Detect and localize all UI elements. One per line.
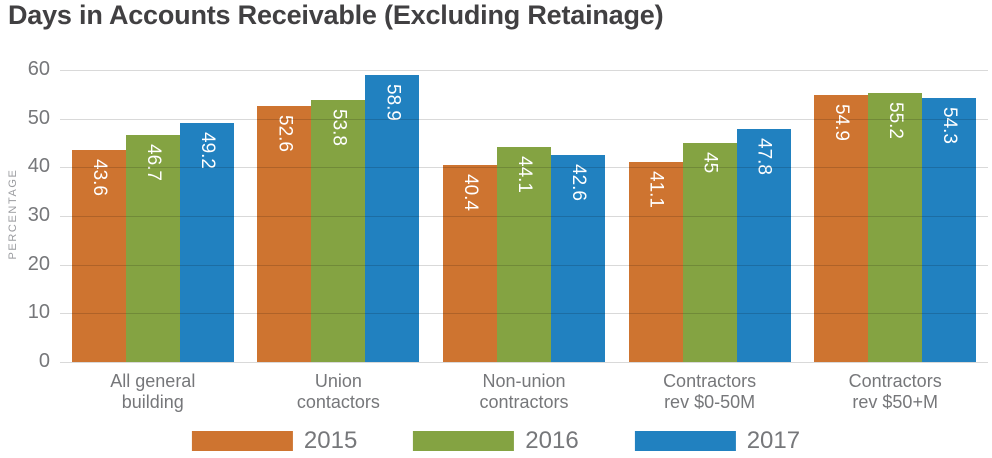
y-tick-label-20: 20: [27, 252, 50, 275]
legend-swatch-2015: [191, 431, 293, 451]
gridline-40: [60, 167, 988, 169]
legend-item-2016: 2016: [413, 427, 579, 454]
bar-value-label: 47.8: [753, 138, 775, 176]
gridline-30: [60, 216, 988, 217]
bar-2015-group3: 40.4: [443, 165, 497, 362]
bar-value-label: 43.6: [88, 158, 110, 196]
bar-value-label: 54.3: [939, 106, 961, 144]
bar-2017-group2: 58.9: [365, 75, 420, 362]
x-axis-label-group3: Non-union contractors: [479, 371, 569, 412]
bar-2017-group1: 49.2: [179, 122, 234, 362]
legend-label-2017: 2017: [746, 427, 801, 454]
x-axis-label-group5: Contractors rev $50+M: [848, 371, 942, 412]
legend-label-2016: 2016: [525, 427, 579, 454]
legend-swatch-2017: [634, 431, 736, 451]
bar-value-label: 54.9: [831, 103, 853, 141]
gridline-60: [60, 70, 988, 71]
bar-value-label: 58.9: [382, 84, 404, 122]
bar-value-label: 41.1: [645, 170, 667, 208]
legend-item-2015: 2015: [191, 427, 358, 454]
bar-value-label: 42.6: [568, 163, 589, 201]
legend-swatch-2016: [413, 431, 515, 451]
bar-2017-group3: 42.6: [551, 154, 605, 362]
x-axis-label-group2: Union contactors: [296, 371, 380, 412]
bar-value-label: 40.4: [460, 174, 481, 212]
bar-2015-group5: 54.9: [814, 94, 869, 362]
x-axis-label-group4: Contractors rev $0-50M: [663, 371, 757, 412]
y-tick-label-50: 50: [27, 106, 50, 129]
gridline-50: [60, 118, 988, 120]
y-tick-label-30: 30: [27, 204, 50, 226]
bar-value-label: 53.8: [328, 109, 350, 147]
gridline-10: [60, 313, 988, 315]
y-tick-label-0: 0: [38, 350, 50, 372]
bar-value-label: 55.2: [885, 102, 907, 140]
bar-value-label: 44.1: [514, 156, 535, 194]
bar-value-label: 52.6: [274, 115, 296, 152]
y-tick-label-60: 60: [27, 58, 50, 80]
bar-2015-group2: 52.6: [257, 106, 312, 362]
bar-2017-group4: 47.8: [736, 129, 791, 362]
y-tick-label-10: 10: [27, 301, 50, 324]
y-tick-label-40: 40: [27, 155, 50, 178]
bar-2016-group3: 44.1: [497, 147, 551, 362]
chart-title: Days in Accounts Receivable (Excluding R…: [8, 0, 664, 30]
bar-2016-group4: 45: [682, 143, 737, 362]
bar-2016-group1: 46.7: [125, 134, 180, 362]
bar-2015-group4: 41.1: [628, 161, 683, 362]
bar-2016-group5: 55.2: [868, 93, 923, 362]
x-axis-label-group1: All general building: [110, 371, 196, 412]
bar-2015-group1: 43.6: [71, 149, 126, 362]
gridline-0: [60, 362, 988, 363]
legend: 2015 2016 2017: [191, 427, 801, 454]
bar-2016-group2: 53.8: [311, 100, 366, 362]
legend-item-2017: 2017: [634, 427, 801, 454]
bar-value-label: 46.7: [142, 143, 164, 181]
bar-value-label: 45: [699, 152, 721, 174]
bar-2017-group5: 54.3: [922, 97, 977, 362]
legend-label-2015: 2015: [303, 427, 358, 454]
bar-value-label: 49.2: [196, 131, 218, 169]
gridline-20: [60, 264, 988, 266]
